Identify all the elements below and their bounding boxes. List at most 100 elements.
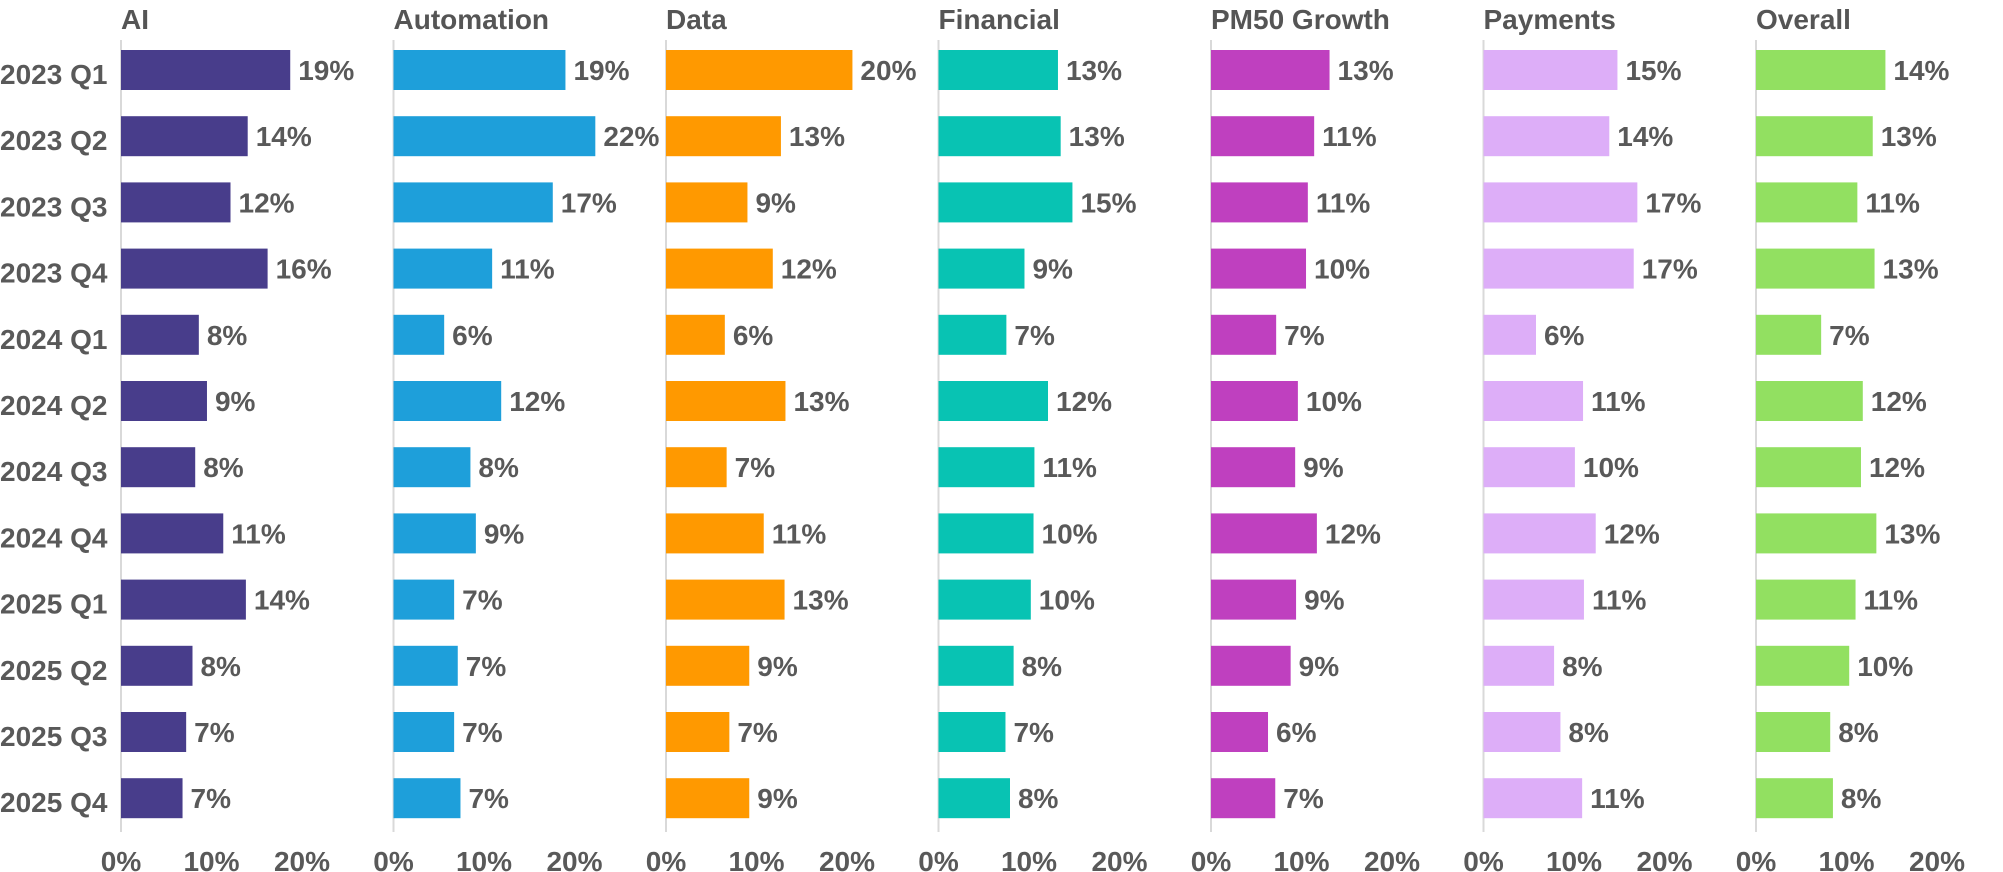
bar-pm50-growth-7	[1211, 447, 1296, 488]
data-label-pm50-growth-8: 12%	[1325, 518, 1381, 549]
data-label-pm50-growth-7: 9%	[1303, 452, 1344, 483]
bar-pm50-growth-12	[1211, 778, 1276, 819]
bar-pm50-growth-4	[1211, 248, 1307, 289]
data-label-payments-6: 11%	[1591, 386, 1646, 417]
bar-ai-5	[121, 314, 199, 355]
data-label-payments-2: 14%	[1617, 121, 1673, 152]
data-label-overall-2: 13%	[1881, 121, 1937, 152]
bar-payments-3	[1483, 182, 1638, 223]
bar-automation-6	[393, 381, 502, 421]
data-label-ai-12: 7%	[191, 783, 232, 814]
data-label-overall-12: 8%	[1841, 783, 1882, 814]
bar-automation-8	[393, 513, 476, 554]
x-tick-label-payments-0: 0%	[1463, 846, 1504, 872]
bar-financial-5	[938, 314, 1007, 355]
x-tick-label-pm50-growth-2: 20%	[1364, 846, 1420, 872]
data-label-ai-10: 8%	[200, 651, 241, 682]
data-label-pm50-growth-3: 11%	[1316, 187, 1371, 218]
panel-title-ai: AI	[121, 4, 149, 35]
data-label-pm50-growth-5: 7%	[1284, 320, 1325, 351]
data-label-pm50-growth-10: 9%	[1299, 651, 1340, 682]
bar-automation-2	[393, 116, 596, 157]
data-label-financial-6: 12%	[1056, 386, 1112, 417]
data-label-automation-2: 22%	[603, 121, 659, 152]
bar-financial-10	[938, 645, 1014, 686]
category-label-2023-q2: 2023 Q2	[0, 125, 107, 156]
data-label-ai-11: 7%	[194, 717, 235, 748]
x-tick-label-payments-1: 10%	[1546, 846, 1602, 872]
data-label-financial-7: 11%	[1042, 452, 1097, 483]
data-label-automation-6: 12%	[509, 386, 565, 417]
x-tick-label-pm50-growth-1: 10%	[1273, 846, 1329, 872]
category-label-2024-q4: 2024 Q4	[0, 522, 108, 553]
data-label-automation-5: 6%	[452, 320, 493, 351]
data-label-pm50-growth-4: 10%	[1314, 254, 1370, 285]
data-label-ai-5: 8%	[207, 320, 248, 351]
bar-payments-1	[1483, 50, 1618, 90]
bar-data-1	[666, 50, 853, 90]
data-label-payments-7: 10%	[1583, 452, 1639, 483]
bar-overall-3	[1756, 182, 1858, 223]
x-tick-label-pm50-growth-0: 0%	[1191, 846, 1232, 872]
bar-automation-11	[393, 712, 455, 752]
data-label-pm50-growth-1: 13%	[1338, 55, 1394, 86]
bar-financial-8	[938, 513, 1034, 554]
data-label-payments-1: 15%	[1625, 55, 1681, 86]
bar-financial-6	[938, 381, 1049, 421]
data-label-automation-3: 17%	[561, 187, 617, 218]
data-label-financial-9: 10%	[1039, 585, 1095, 616]
bar-pm50-growth-2	[1211, 116, 1315, 157]
bar-data-10	[666, 645, 750, 686]
bar-data-4	[666, 248, 773, 289]
bar-financial-9	[938, 579, 1031, 620]
data-label-data-1: 20%	[860, 55, 916, 86]
bar-payments-10	[1483, 645, 1555, 686]
category-label-2025-q4: 2025 Q4	[0, 787, 108, 818]
data-label-financial-3: 15%	[1080, 187, 1136, 218]
bar-payments-11	[1483, 712, 1561, 752]
category-label-2025-q1: 2025 Q1	[0, 589, 107, 620]
data-label-financial-8: 10%	[1042, 518, 1098, 549]
x-tick-label-financial-1: 10%	[1001, 846, 1057, 872]
data-label-financial-12: 8%	[1018, 783, 1059, 814]
data-label-payments-4: 17%	[1642, 254, 1698, 285]
bar-payments-2	[1483, 116, 1610, 157]
x-tick-label-ai-1: 10%	[183, 846, 239, 872]
x-tick-label-overall-0: 0%	[1736, 846, 1777, 872]
bar-pm50-growth-1	[1211, 50, 1330, 90]
bar-ai-6	[121, 381, 207, 421]
x-tick-label-financial-0: 0%	[918, 846, 959, 872]
bar-ai-11	[121, 712, 187, 752]
bar-automation-7	[393, 447, 471, 488]
panel-title-overall: Overall	[1756, 4, 1851, 35]
bar-automation-5	[393, 314, 445, 355]
bar-data-5	[666, 314, 725, 355]
data-label-financial-5: 7%	[1014, 320, 1055, 351]
bar-automation-9	[393, 579, 455, 620]
panel-title-automation: Automation	[394, 4, 550, 35]
data-label-payments-10: 8%	[1562, 651, 1603, 682]
data-label-payments-3: 17%	[1645, 187, 1701, 218]
category-label-2024-q2: 2024 Q2	[0, 390, 107, 421]
bar-automation-4	[393, 248, 493, 289]
x-tick-label-payments-2: 20%	[1636, 846, 1692, 872]
data-label-data-8: 11%	[772, 518, 827, 549]
data-label-pm50-growth-12: 7%	[1283, 783, 1324, 814]
bar-overall-2	[1756, 116, 1873, 157]
bar-pm50-growth-11	[1211, 712, 1269, 752]
bar-overall-11	[1756, 712, 1831, 752]
data-label-overall-9: 11%	[1864, 585, 1919, 616]
bar-ai-3	[121, 182, 231, 223]
category-label-2025-q2: 2025 Q2	[0, 655, 107, 686]
bar-data-6	[666, 381, 786, 421]
bar-ai-10	[121, 645, 193, 686]
data-label-data-10: 9%	[757, 651, 798, 682]
bar-financial-3	[938, 182, 1073, 223]
bar-payments-4	[1483, 248, 1634, 289]
data-label-payments-5: 6%	[1544, 320, 1585, 351]
data-label-automation-10: 7%	[466, 651, 507, 682]
data-label-financial-4: 9%	[1032, 254, 1073, 285]
x-tick-label-data-2: 20%	[819, 846, 875, 872]
bar-ai-9	[121, 579, 246, 620]
bar-ai-7	[121, 447, 196, 488]
